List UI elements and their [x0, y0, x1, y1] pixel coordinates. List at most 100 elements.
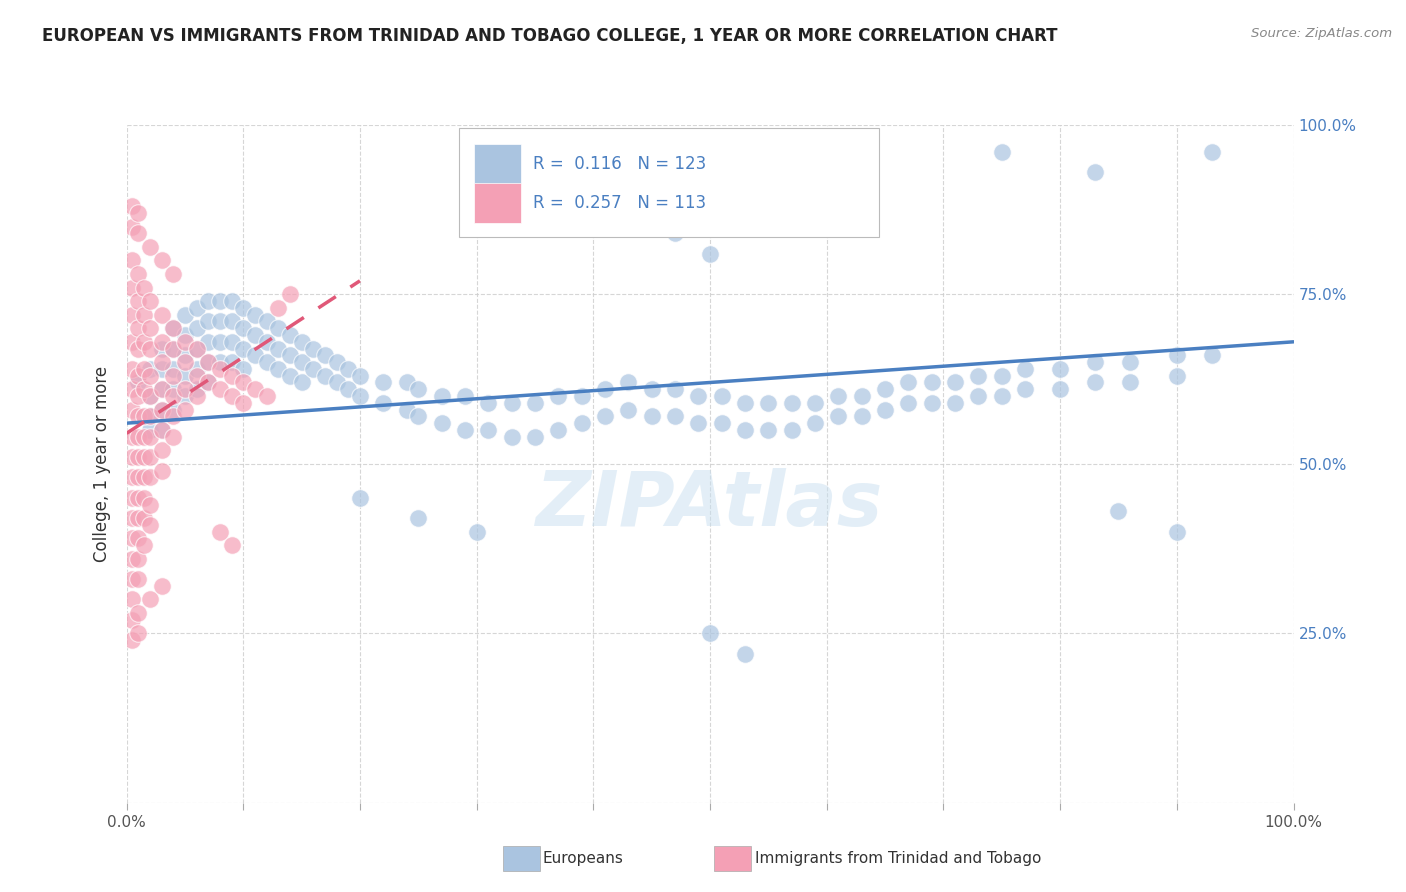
Point [174, 334, 197, 349]
Point [127, 572, 149, 586]
Point [162, 430, 184, 444]
Point [617, 402, 640, 417]
Point [139, 592, 162, 607]
Point [139, 409, 162, 424]
Point [127, 368, 149, 383]
Point [121, 430, 143, 444]
Point [243, 348, 266, 362]
Point [921, 396, 943, 410]
Point [232, 396, 254, 410]
Text: EUROPEAN VS IMMIGRANTS FROM TRINIDAD AND TOBAGO COLLEGE, 1 YEAR OR MORE CORRELAT: EUROPEAN VS IMMIGRANTS FROM TRINIDAD AND… [42, 27, 1057, 45]
Point [290, 376, 312, 390]
Point [162, 362, 184, 376]
Point [139, 321, 162, 335]
Point [139, 368, 162, 383]
Point [699, 246, 721, 260]
Point [127, 409, 149, 424]
Point [875, 382, 897, 396]
Point [174, 402, 197, 417]
Point [967, 389, 990, 403]
Point [208, 355, 231, 369]
Point [454, 423, 477, 437]
Point [197, 376, 219, 390]
Point [132, 538, 155, 552]
Point [121, 551, 143, 566]
Point [1119, 355, 1142, 369]
Point [571, 389, 593, 403]
Point [121, 491, 143, 505]
Point [477, 423, 499, 437]
Point [132, 470, 155, 484]
Point [162, 342, 184, 356]
Point [373, 396, 395, 410]
Point [943, 396, 966, 410]
Point [1049, 382, 1071, 396]
Point [465, 524, 488, 539]
Point [139, 362, 162, 376]
Point [302, 362, 325, 376]
Point [430, 416, 453, 430]
Point [186, 368, 208, 383]
Point [150, 355, 173, 369]
Point [1084, 355, 1107, 369]
Point [150, 402, 173, 417]
Point [162, 368, 184, 383]
Point [1014, 362, 1036, 376]
Point [127, 294, 149, 309]
Point [1166, 524, 1188, 539]
Point [243, 382, 266, 396]
Point [477, 396, 499, 410]
Point [127, 491, 149, 505]
Point [132, 362, 155, 376]
Point [943, 376, 966, 390]
Point [734, 647, 756, 661]
Point [688, 416, 710, 430]
Point [150, 253, 173, 268]
Point [127, 430, 149, 444]
Point [139, 409, 162, 424]
Point [139, 389, 162, 403]
Point [232, 321, 254, 335]
Point [150, 423, 173, 437]
Point [186, 362, 208, 376]
Point [921, 376, 943, 390]
Point [571, 416, 593, 430]
Point [267, 362, 290, 376]
Point [197, 334, 219, 349]
Point [875, 402, 897, 417]
Point [121, 402, 143, 417]
Point [547, 186, 569, 200]
Point [132, 430, 155, 444]
Point [349, 389, 371, 403]
Point [127, 321, 149, 335]
Point [121, 382, 143, 396]
Point [232, 362, 254, 376]
Point [162, 342, 184, 356]
Point [523, 396, 546, 410]
Point [139, 498, 162, 512]
Point [232, 342, 254, 356]
Point [132, 334, 155, 349]
Point [132, 308, 155, 322]
Point [121, 308, 143, 322]
Point [325, 376, 347, 390]
Point [593, 382, 616, 396]
Point [688, 389, 710, 403]
Point [1201, 145, 1223, 159]
Text: ZIPAtlas: ZIPAtlas [536, 467, 884, 541]
Point [547, 389, 569, 403]
Point [267, 321, 290, 335]
Point [139, 389, 162, 403]
Point [314, 368, 336, 383]
Point [150, 443, 173, 458]
Point [1084, 165, 1107, 179]
Point [127, 511, 149, 525]
Point [664, 227, 686, 241]
Point [121, 592, 143, 607]
Point [150, 382, 173, 396]
Point [780, 423, 803, 437]
Point [430, 389, 453, 403]
Y-axis label: College, 1 year or more: College, 1 year or more [93, 366, 111, 562]
Point [162, 267, 184, 281]
Point [127, 532, 149, 546]
